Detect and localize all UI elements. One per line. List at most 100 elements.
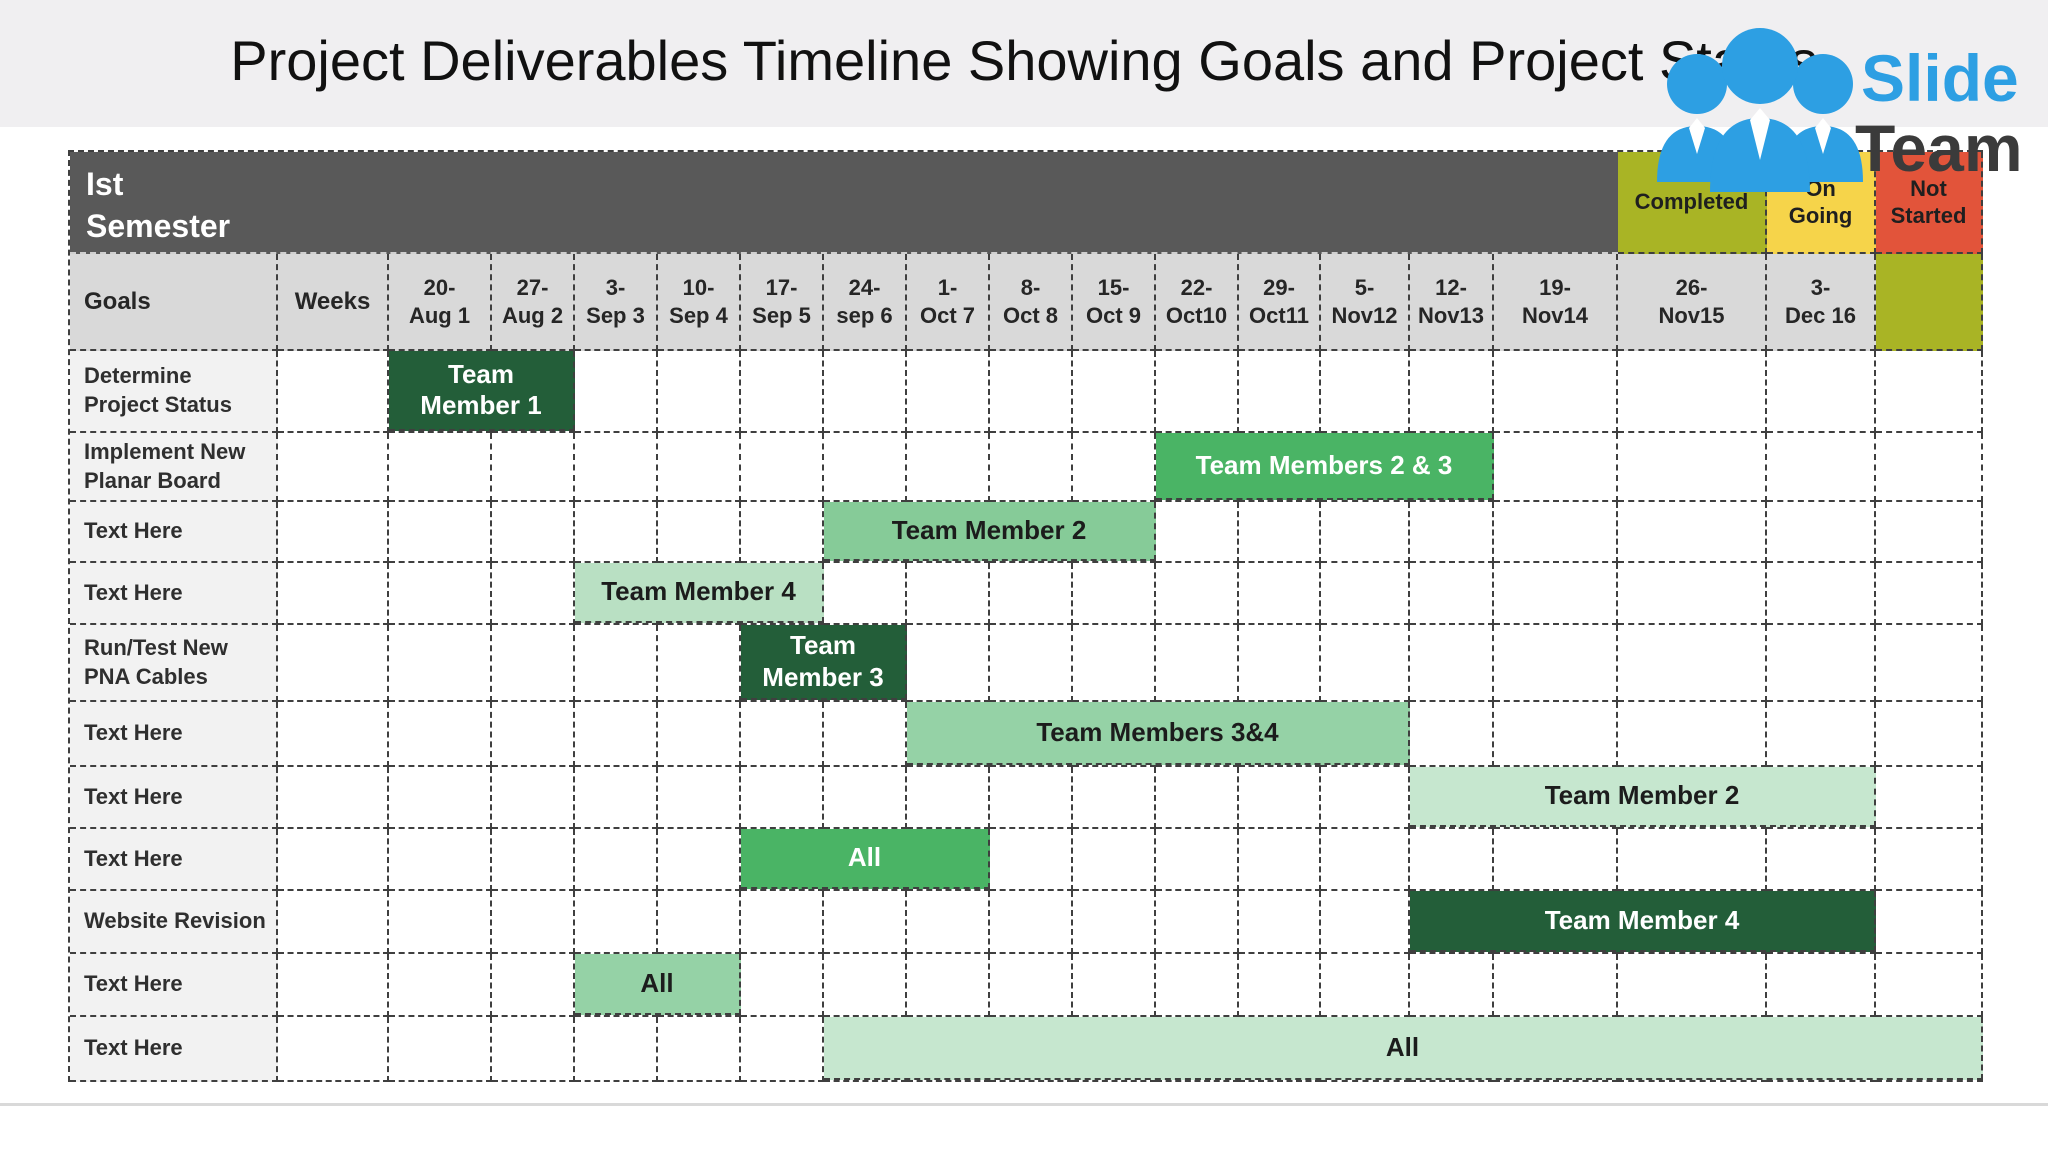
grid-cell <box>1321 625 1410 702</box>
grid-cell <box>824 702 907 767</box>
grid-cell <box>1876 767 1983 829</box>
grid-cell <box>1321 351 1410 433</box>
grid-cell <box>278 829 389 891</box>
grid-cell <box>278 891 389 954</box>
grid-cell <box>492 1017 575 1082</box>
grid-cell <box>824 891 907 954</box>
grid-cell <box>492 502 575 563</box>
grid-cell <box>907 891 990 954</box>
grid-cell <box>1156 891 1239 954</box>
grid-cell <box>1494 563 1618 625</box>
gantt-bar[interactable]: All <box>824 1017 1983 1080</box>
grid-cell <box>1876 829 1983 891</box>
gantt-bar[interactable]: Team Member 4 <box>575 563 824 623</box>
grid-cell <box>492 891 575 954</box>
week-header-cell: 3- Dec 16 <box>1767 254 1876 351</box>
gantt-bar[interactable]: Team Member 2 <box>824 502 1156 561</box>
grid-cell <box>575 702 658 767</box>
grid-cell <box>990 954 1073 1017</box>
grid-cell <box>389 625 492 702</box>
grid-cell <box>658 502 741 563</box>
week-header-cell: 8- Oct 8 <box>990 254 1073 351</box>
goal-cell: Text Here <box>70 502 278 563</box>
grid-cell <box>824 351 907 433</box>
grid-cell <box>389 891 492 954</box>
grid-cell <box>1239 767 1321 829</box>
grid-cell <box>1156 954 1239 1017</box>
gantt-bar[interactable]: Team Member 4 <box>1410 891 1876 952</box>
grid-cell <box>1876 625 1983 702</box>
grid-cell <box>990 891 1073 954</box>
gantt-table: Ist Semester Completed On Going Not Started G… <box>68 150 1983 1082</box>
grid-cell <box>990 351 1073 433</box>
week-header-cell: 19- Nov14 <box>1494 254 1618 351</box>
gantt-bar[interactable]: Team Member 3 <box>741 625 907 700</box>
goals-column-header: Goals <box>70 254 278 351</box>
grid-cell <box>658 351 741 433</box>
logo-text-slide: Slide <box>1861 41 2019 115</box>
grid-cell <box>1156 625 1239 702</box>
grid-cell <box>1410 625 1494 702</box>
gantt-bar[interactable]: Team Member 2 <box>1410 767 1876 827</box>
gantt-bar[interactable]: Team Member 1 <box>389 351 575 431</box>
goal-cell: Text Here <box>70 829 278 891</box>
grid-cell <box>492 625 575 702</box>
grid-cell <box>1410 351 1494 433</box>
grid-cell <box>1767 829 1876 891</box>
grid-cell <box>824 563 907 625</box>
grid-cell <box>1618 625 1767 702</box>
grid-cell <box>1073 891 1156 954</box>
grid-cell <box>1876 563 1983 625</box>
week-header-cell: 3- Sep 3 <box>575 254 658 351</box>
grid-cell <box>907 433 990 502</box>
grid-cell <box>1321 891 1410 954</box>
grid-cell <box>575 502 658 563</box>
grid-cell <box>278 702 389 767</box>
grid-cell <box>1494 433 1618 502</box>
grid-cell <box>575 829 658 891</box>
gantt-bar[interactable]: All <box>575 954 741 1015</box>
grid-cell <box>278 351 389 433</box>
grid-cell <box>389 829 492 891</box>
gantt-bar[interactable]: Team Members 2 & 3 <box>1156 433 1494 500</box>
grid-cell <box>1410 502 1494 563</box>
grid-cell <box>1156 563 1239 625</box>
gantt-bar[interactable]: All <box>741 829 990 889</box>
grid-cell <box>1876 502 1983 563</box>
week-header-cell: 27- Aug 2 <box>492 254 575 351</box>
grid-cell <box>389 767 492 829</box>
grid-cell <box>1321 829 1410 891</box>
grid-cell <box>1073 351 1156 433</box>
gantt-bar[interactable]: Team Members 3&4 <box>907 702 1410 765</box>
legend-completed[interactable]: Completed <box>1618 152 1767 254</box>
week-header-cell: 1- Oct 7 <box>907 254 990 351</box>
grid-cell <box>278 625 389 702</box>
grid-cell <box>1494 351 1618 433</box>
grid-cell <box>1618 702 1767 767</box>
grid-cell <box>1767 954 1876 1017</box>
grid-cell <box>1494 625 1618 702</box>
grid-cell <box>824 954 907 1017</box>
grid-cell <box>1618 433 1767 502</box>
grid-cell <box>1410 702 1494 767</box>
grid-cell <box>1618 563 1767 625</box>
grid-cell <box>575 1017 658 1082</box>
grid-cell <box>575 433 658 502</box>
grid-cell <box>492 563 575 625</box>
grid-cell <box>741 702 824 767</box>
grid-cell <box>741 767 824 829</box>
grid-cell <box>1494 829 1618 891</box>
grid-cell <box>1321 563 1410 625</box>
grid-cell <box>1156 502 1239 563</box>
grid-cell <box>575 767 658 829</box>
grid-cell <box>389 1017 492 1082</box>
grid-cell <box>575 891 658 954</box>
legend-not-started[interactable]: Not Started <box>1876 152 1983 254</box>
grid-cell <box>1321 954 1410 1017</box>
goal-cell: Determine Project Status <box>70 351 278 433</box>
grid-cell <box>1494 502 1618 563</box>
grid-cell <box>824 767 907 829</box>
grid-cell <box>1767 433 1876 502</box>
grid-cell <box>741 1017 824 1082</box>
grid-cell <box>1073 625 1156 702</box>
